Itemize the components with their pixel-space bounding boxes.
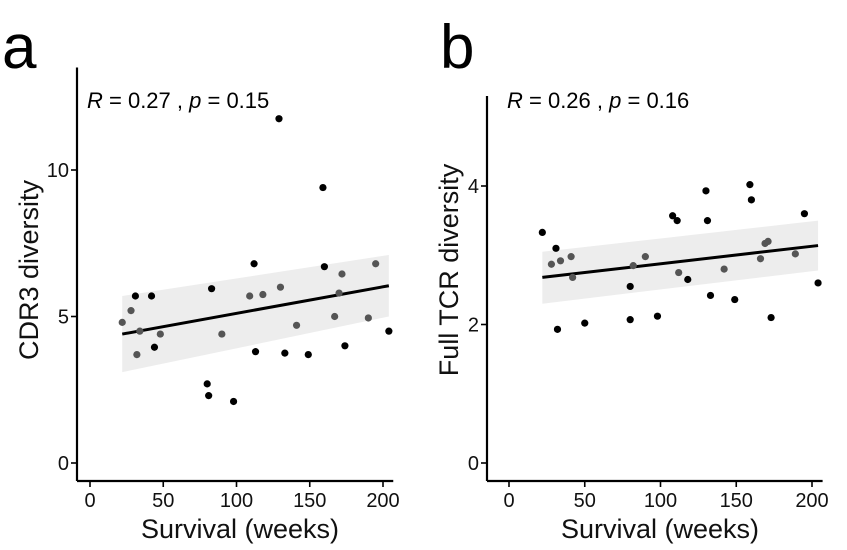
- data-point: [131, 292, 140, 300]
- data-point: [791, 250, 799, 258]
- data-point: [385, 327, 393, 335]
- confidence-band: [122, 254, 389, 373]
- data-point: [331, 312, 339, 321]
- data-point: [626, 316, 634, 324]
- data-point: [246, 292, 254, 300]
- y-tick-label: 5: [58, 307, 69, 329]
- regression-line: [542, 244, 819, 279]
- data-point: [673, 217, 681, 225]
- data-point: [556, 257, 565, 265]
- data-point: [552, 244, 560, 252]
- data-point: [675, 268, 683, 277]
- panel-letter-a: a: [2, 13, 37, 82]
- data-point: [706, 291, 715, 300]
- data-point: [304, 350, 312, 359]
- data-point: [335, 289, 343, 297]
- data-point: [669, 212, 677, 220]
- data-point: [746, 181, 754, 189]
- panel-a-plot-area: 0 50 100 150 200 0 5 10: [47, 67, 400, 512]
- data-point: [276, 283, 285, 291]
- x-tick-label: 200: [366, 490, 399, 512]
- data-point: [156, 330, 164, 338]
- data-point: [703, 217, 712, 225]
- data-point: [320, 263, 328, 271]
- data-point: [581, 319, 589, 327]
- y-tick-label: 0: [468, 453, 479, 475]
- data-point: [150, 343, 159, 351]
- data-point: [684, 275, 692, 284]
- data-point: [372, 260, 380, 268]
- x-tick-label: 150: [720, 490, 753, 512]
- data-point: [275, 115, 283, 123]
- panel-a: a 0 50 100 150 200 0 5 10 R = 0.27 , p = 0.15 S…: [2, 13, 400, 544]
- data-point: [338, 270, 346, 278]
- data-point: [567, 253, 575, 261]
- data-point: [629, 262, 637, 270]
- data-point: [147, 292, 156, 300]
- data-point: [720, 265, 728, 273]
- y-tick-label: 10: [47, 160, 69, 182]
- data-point: [281, 349, 289, 357]
- panel-a-stat-text: R = 0.27 , p = 0.15: [87, 88, 269, 113]
- data-point: [319, 183, 327, 192]
- data-point: [203, 380, 211, 388]
- x-tick-label: 0: [503, 490, 514, 512]
- data-point: [136, 327, 144, 335]
- data-point: [569, 273, 577, 282]
- data-point: [731, 295, 739, 304]
- data-point: [641, 253, 649, 261]
- data-point: [364, 314, 372, 322]
- panel-letter-b: b: [440, 13, 474, 82]
- x-tick-label: 100: [644, 490, 677, 512]
- panel-b-y-axis-title: Full TCR diversity: [434, 163, 464, 376]
- x-tick-label: 100: [220, 490, 253, 512]
- data-point: [207, 285, 216, 293]
- panel-a-x-axis-title: Survival (weeks): [141, 514, 339, 544]
- panel-b-stat-text: R = 0.26 , p = 0.16: [507, 88, 689, 113]
- panel-a-y-axis-title: CDR3 diversity: [14, 179, 44, 360]
- data-point: [259, 290, 267, 299]
- x-tick-label: 0: [84, 490, 95, 512]
- panel-b-x-axis-title: Survival (weeks): [561, 514, 759, 544]
- x-tick-label: 50: [574, 490, 596, 512]
- data-point: [292, 321, 301, 329]
- y-tick-label: 4: [468, 176, 479, 198]
- data-point: [547, 260, 556, 268]
- data-point: [218, 330, 226, 338]
- data-point: [127, 307, 135, 315]
- data-point: [702, 187, 710, 195]
- data-point: [229, 397, 238, 406]
- panel-b-plot-area: 0 50 100 150 200 0 2 4: [468, 95, 829, 512]
- data-point: [205, 392, 213, 400]
- data-point: [133, 350, 141, 359]
- data-point: [250, 260, 258, 268]
- x-tick-label: 50: [152, 490, 174, 512]
- data-point: [767, 313, 775, 322]
- data-point: [764, 237, 772, 245]
- data-point: [118, 318, 126, 326]
- regression-line: [121, 284, 390, 336]
- x-tick-label: 200: [795, 490, 828, 512]
- data-point: [626, 282, 634, 291]
- data-point: [747, 196, 756, 204]
- data-point: [553, 325, 562, 333]
- y-tick-label: 2: [468, 315, 479, 337]
- data-point: [538, 228, 546, 236]
- data-point: [756, 255, 765, 263]
- data-point: [653, 312, 662, 320]
- y-tick-label: 0: [58, 453, 69, 475]
- panel-b: b 0 50 100 150 200 0 2 4 R = 0.26 , p = 0.16 Su…: [434, 13, 829, 544]
- data-point: [800, 210, 809, 218]
- data-point: [341, 342, 349, 350]
- data-point: [814, 279, 822, 287]
- data-point: [251, 348, 260, 356]
- x-tick-label: 150: [293, 490, 326, 512]
